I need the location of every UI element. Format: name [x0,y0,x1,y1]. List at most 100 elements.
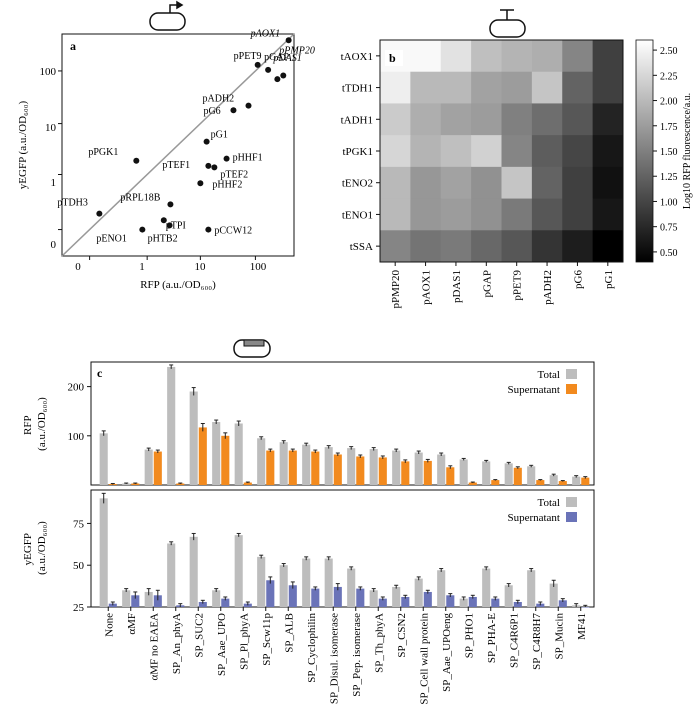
heatmap-cell [440,71,472,104]
heatmap-cell [471,71,502,104]
bar-supernatant [131,483,140,485]
promoter-icon [149,0,186,31]
bar-supernatant [266,580,275,607]
data-point [285,37,292,44]
y-tick-label: 25 [73,602,85,614]
heatmap-cell [471,166,502,200]
category-label: SP_Scw11p [261,613,273,666]
bar-total [167,543,176,607]
heatmap-cell [410,166,442,200]
bar-supernatant [491,480,500,485]
category-label: SP_Th_phyA [373,613,385,673]
legend-supernatant-label: Supernatant [507,384,560,396]
point-label: pHHF1 [233,153,263,164]
data-point [205,226,212,233]
bar-total [572,476,581,485]
bar-supernatant [266,450,275,485]
diagonal-line [61,33,295,257]
data-point [166,222,173,229]
bar-supernatant [198,601,207,607]
bar-supernatant [243,603,252,607]
point-label: pENO1 [96,234,127,245]
heatmap-cell [471,135,502,168]
col-label: pPET9 [512,270,524,301]
plot-frame-c-top [90,361,595,486]
heatmap-cell [531,230,563,263]
point-label: pAOX1 [250,28,280,39]
bar-supernatant [423,460,432,485]
point-label: pTPI [166,220,186,231]
colorbar-label: Log10 RFP fluorescence/a.u. [682,93,693,209]
bar-total [482,461,491,485]
heatmap-cell [440,135,472,168]
bar-total [167,366,176,485]
colorbar-tick-label: 1.75 [660,122,678,133]
bar-supernatant [221,435,230,485]
bar-supernatant [581,607,590,608]
colorbar-tick-label: 0.75 [660,223,678,234]
heatmap-cell [410,71,442,104]
bar-total [234,535,243,607]
bar-total [414,452,423,485]
point-label: pRPL18B [120,192,160,203]
bar-supernatant [446,467,455,485]
bar-supernatant [153,595,162,607]
y-axis-label-c-top: RFP (a.u./OD₆₀₀) [22,397,48,451]
data-point [167,201,174,208]
category-label: SP_Mucin [553,613,565,660]
y-axis-label-line: (a.u./OD₆₀₀) [36,521,48,575]
bar-supernatant [378,457,387,485]
bar-total [369,449,378,485]
category-label: SP_SUC2 [193,613,205,658]
category-label: SP_An_phyA [171,613,183,674]
bar-supernatant [311,451,320,485]
category-label: SP_Aae_UPO [216,613,228,676]
panel-label-a: a [70,39,76,53]
col-label: pG6 [572,270,584,289]
heatmap-cell [592,71,624,104]
bar-supernatant [468,482,477,485]
bar-total [99,498,108,607]
bar-supernatant [221,598,230,607]
plot-frame-c-bottom [90,489,595,608]
col-label: pAOX1 [421,270,433,305]
category-label: SP_CSN2 [396,613,408,658]
y-axis-label-line: (a.u./OD₆₀₀) [36,397,48,451]
heatmap-cell [531,135,563,168]
heatmap-cell [562,230,594,263]
signal-peptide-icon [233,339,271,358]
bar-total [482,568,491,607]
point-label: pTEF2 [220,169,248,180]
legend-supernatant-swatch [566,384,577,394]
bar-total [392,450,401,485]
bar-total [504,585,513,607]
legend-total-swatch [566,497,577,507]
bar-total [144,449,153,485]
bar-panel-c: c 200 100 75 50 25 None αMF αMF no EAEA SP_An_ph… [22,361,595,705]
colorbar-tick-label: 2.25 [660,71,678,82]
heatmap-cell [410,198,442,231]
heatmap-cell [531,71,563,104]
data-point [133,157,140,164]
col-label: pPMP20 [390,270,402,309]
y-tick-label: 200 [68,382,85,394]
colorbar-tick-label: 1.25 [660,172,678,183]
bar-total [324,447,333,485]
bar-supernatant [356,456,365,485]
bar-total [347,568,356,607]
heatmap-cell [562,135,594,168]
bar-total [392,586,401,607]
category-label: SP_Pl_phyA [238,613,250,670]
heatmap-cell [471,198,502,231]
bar-total [144,591,153,607]
row-label: tSSA [350,241,373,253]
legend-total-label: Total [538,369,560,381]
bar-supernatant [288,585,297,607]
y-tick-label: 0 [51,239,57,251]
bar-total [549,583,558,607]
bar-supernatant [581,477,590,485]
data-point [205,162,212,169]
heatmap-cell [562,198,594,231]
category-label: SP_PHO1 [463,613,475,658]
bar-supernatant [333,586,342,607]
